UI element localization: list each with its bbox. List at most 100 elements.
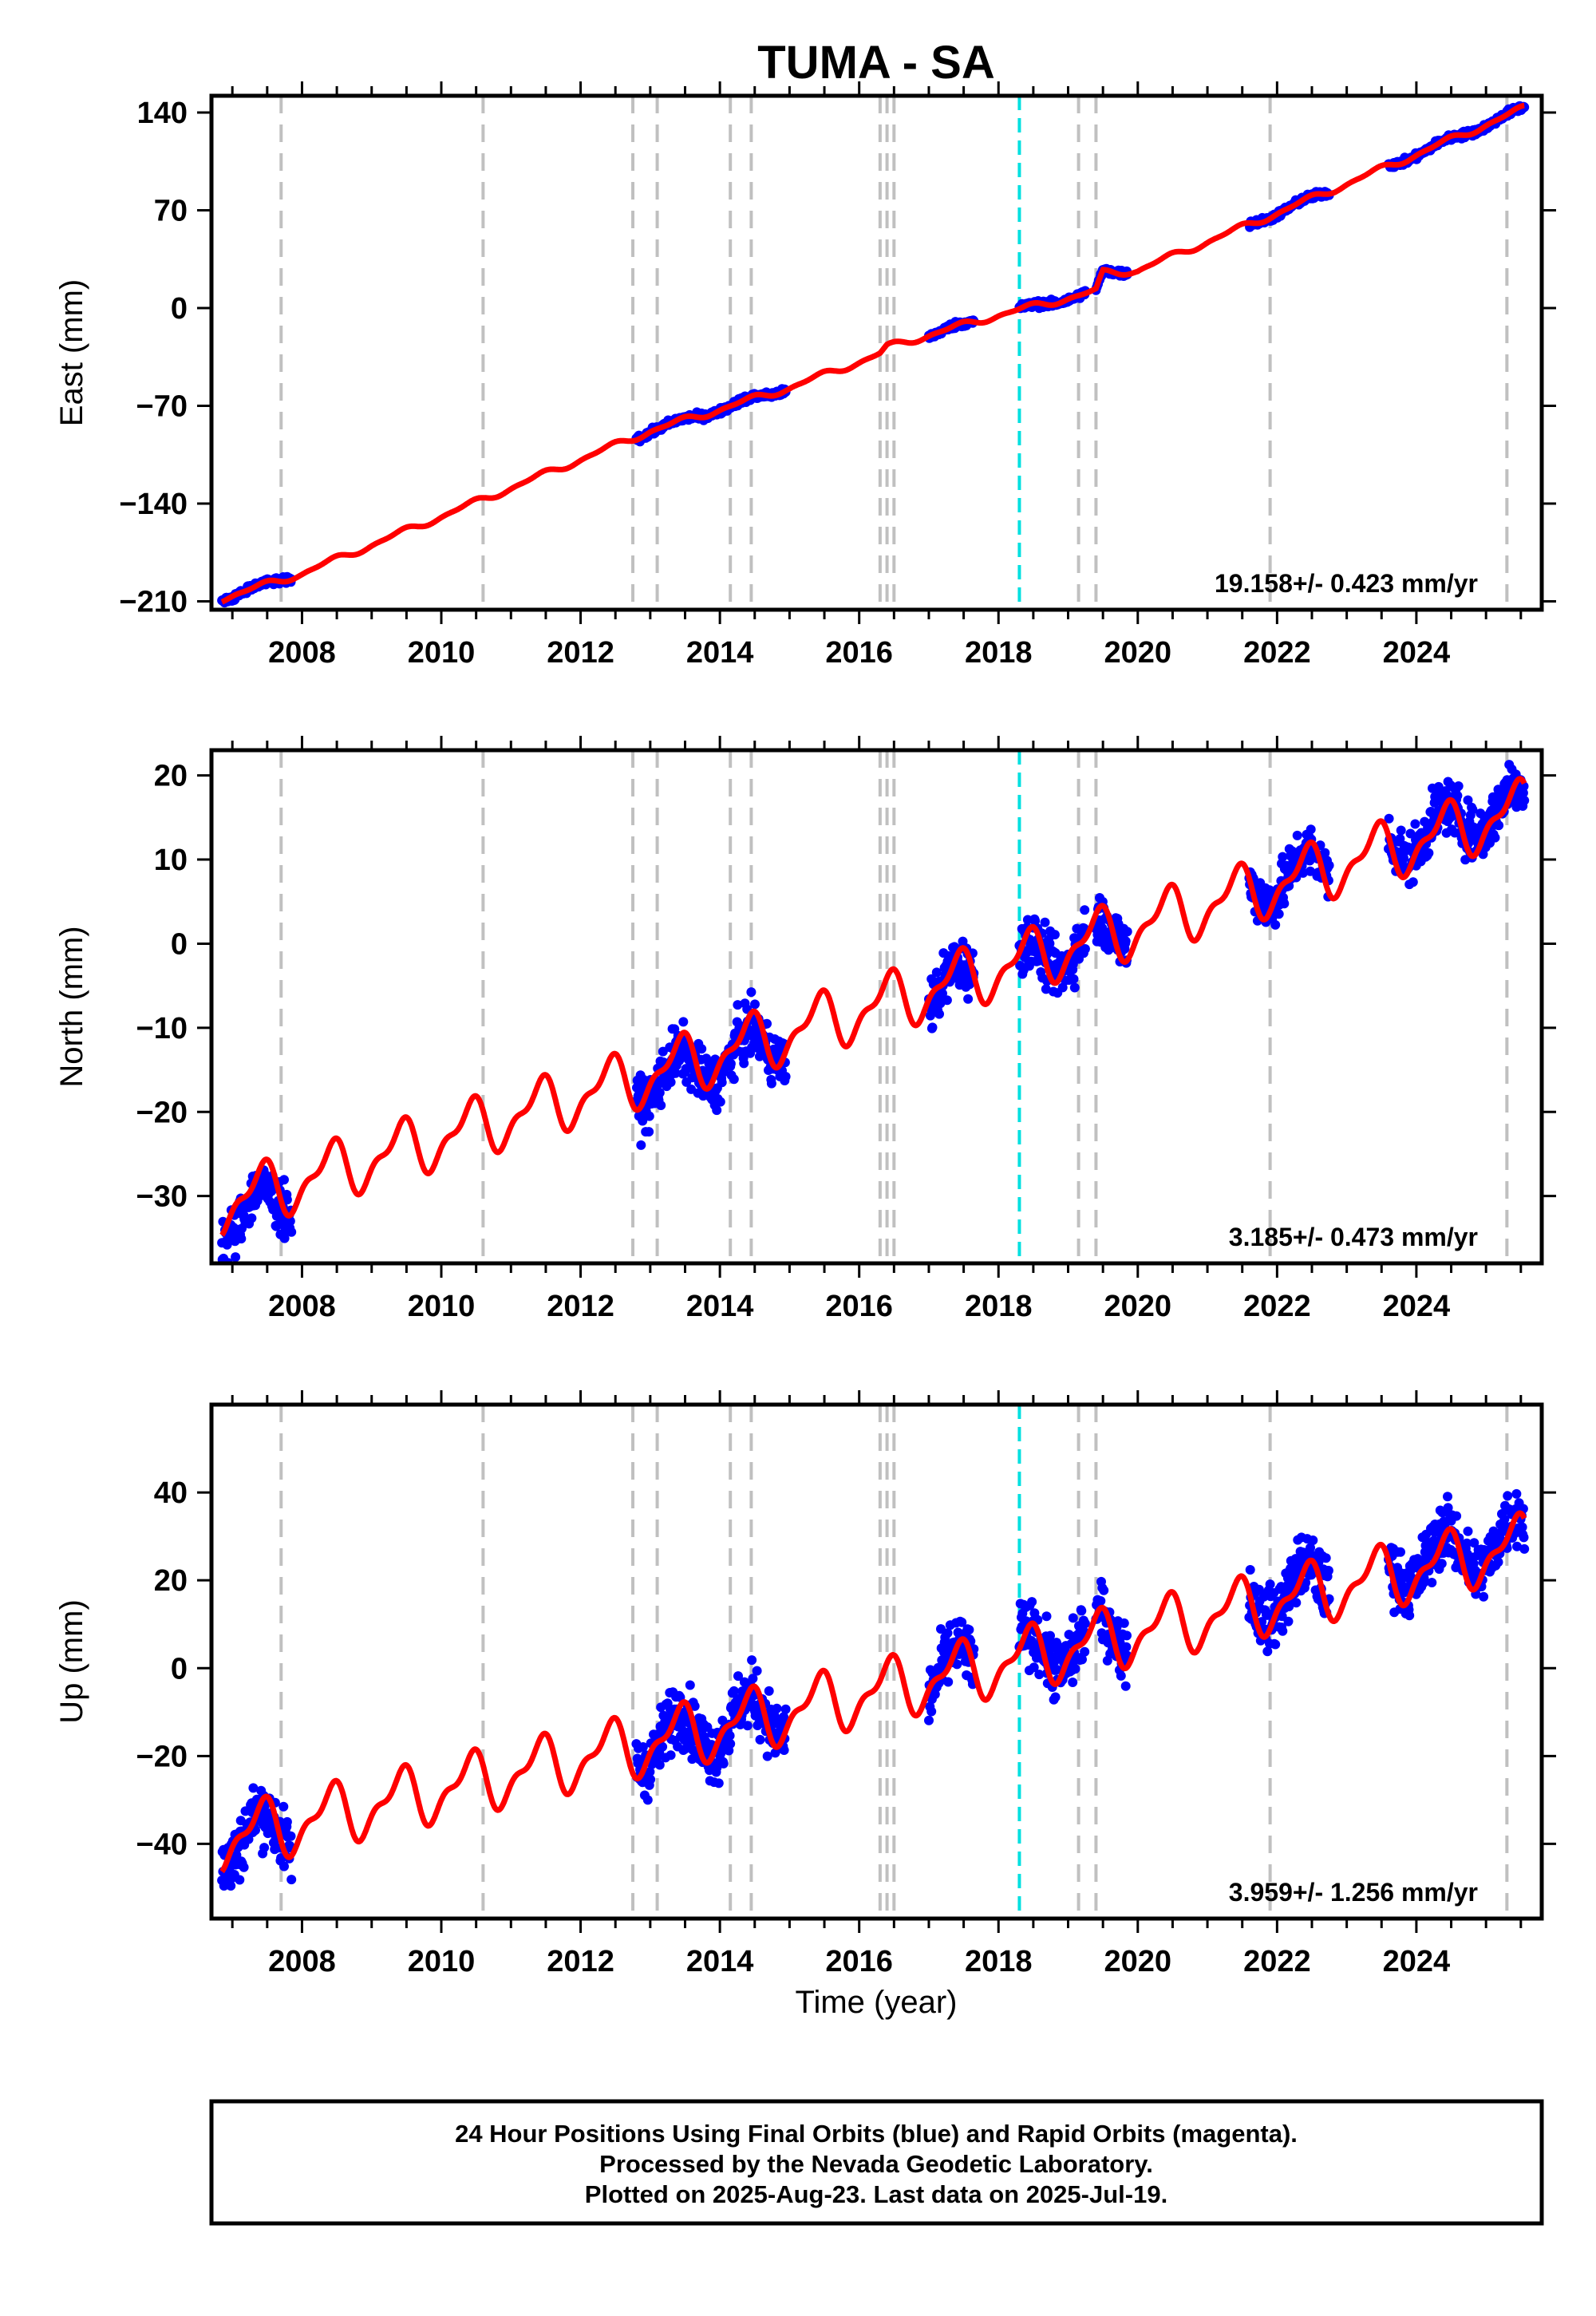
north-x-tick-label: 2012 (547, 1290, 614, 1323)
data-point (1120, 1681, 1131, 1691)
up-y-tick-label: 20 (154, 1564, 188, 1598)
east-x-tick-label: 2020 (1104, 636, 1172, 670)
data-point (247, 1213, 257, 1223)
data-point (764, 1686, 774, 1696)
data-point (1291, 1598, 1302, 1608)
data-point (638, 1116, 648, 1126)
data-point (943, 1677, 954, 1687)
data-point (934, 1009, 944, 1019)
data-point (1070, 1664, 1080, 1674)
data-point (681, 1064, 691, 1074)
north-x-tick-label: 2018 (965, 1290, 1033, 1323)
data-point (1308, 1535, 1318, 1545)
data-point (1443, 1492, 1452, 1502)
data-point (1040, 917, 1050, 927)
north-x-tick-label: 2014 (686, 1290, 754, 1323)
data-point (1080, 944, 1090, 954)
data-point (1511, 1488, 1522, 1499)
data-point (239, 1862, 249, 1872)
data-point (1080, 905, 1090, 915)
data-point (638, 1742, 648, 1752)
data-point (1245, 1565, 1255, 1575)
data-point (279, 1801, 289, 1812)
data-point (1069, 974, 1079, 984)
data-point (1519, 796, 1530, 805)
data-point (666, 1077, 676, 1087)
data-point (1270, 1639, 1281, 1650)
east-y-tick-label: −140 (119, 488, 188, 521)
data-point (742, 1721, 753, 1731)
data-point (1493, 1557, 1503, 1567)
data-point (750, 999, 760, 1010)
up-y-tick-label: 0 (171, 1652, 188, 1686)
north-x-tick-label: 2024 (1383, 1290, 1451, 1323)
data-point (942, 995, 952, 1006)
data-point (666, 1750, 676, 1761)
data-point (1270, 919, 1281, 930)
data-point (1030, 915, 1041, 926)
data-point (1494, 820, 1504, 831)
data-point (670, 1068, 681, 1078)
data-point (1029, 1662, 1039, 1673)
data-point (952, 1659, 962, 1670)
data-point (772, 1703, 782, 1713)
data-point (717, 1077, 727, 1088)
north-rate-label: 3.185+/- 0.473 mm/yr (1229, 1223, 1478, 1251)
data-point (282, 1195, 292, 1205)
data-point (779, 1745, 789, 1755)
data-point (1262, 1646, 1273, 1657)
east-x-tick-label: 2022 (1243, 636, 1311, 670)
data-point (1080, 1618, 1090, 1629)
data-point (243, 1834, 254, 1844)
data-point (1453, 781, 1464, 791)
data-point (733, 1671, 743, 1682)
data-point (739, 1058, 749, 1069)
footer-line-1: 24 Hour Positions Using Final Orbits (bl… (455, 2120, 1298, 2148)
data-point (1292, 830, 1302, 840)
up-x-tick-label: 2020 (1104, 1945, 1172, 1978)
east-x-tick-label: 2010 (408, 636, 476, 670)
data-point (656, 1101, 666, 1110)
up-y-tick-label: −20 (136, 1740, 188, 1773)
data-point (1284, 1602, 1294, 1611)
data-point (1050, 1692, 1061, 1702)
east-y-tick-label: 0 (171, 292, 188, 326)
data-point (1265, 1579, 1275, 1590)
data-point (1027, 1597, 1037, 1607)
data-point (654, 1760, 665, 1770)
data-point (1041, 1611, 1052, 1622)
data-point (226, 1881, 236, 1891)
data-point (279, 1861, 289, 1871)
north-y-tick-label: −10 (136, 1012, 188, 1045)
east-y-tick-label: −70 (136, 390, 188, 424)
data-point (715, 1097, 725, 1107)
data-point (1041, 984, 1051, 994)
data-point (1452, 1511, 1462, 1521)
data-point (282, 1816, 292, 1827)
data-point (1408, 877, 1418, 887)
data-point (1436, 1559, 1447, 1569)
up-x-tick-label: 2024 (1383, 1945, 1451, 1978)
data-point (1120, 936, 1131, 947)
data-point (236, 1234, 247, 1244)
data-point (1323, 1566, 1333, 1575)
data-point (644, 1111, 654, 1121)
up-x-tick-label: 2022 (1243, 1945, 1311, 1978)
east-x-tick-label: 2024 (1383, 636, 1451, 670)
data-point (1052, 1665, 1062, 1675)
east-y-tick-label: 140 (137, 97, 188, 130)
east-plot-frame (209, 93, 1544, 612)
data-point (1278, 1626, 1288, 1636)
data-point (1399, 853, 1408, 864)
data-point (1463, 1526, 1473, 1536)
east-x-tick-label: 2012 (547, 636, 614, 670)
up-plot-frame (209, 1402, 1544, 1921)
data-point (685, 1680, 695, 1690)
east-x-tick-label: 2016 (825, 636, 893, 670)
data-point (747, 1655, 757, 1666)
up-x-tick-label: 2010 (408, 1945, 476, 1978)
data-point (654, 1088, 665, 1098)
east-y-tick-label: −210 (119, 586, 188, 619)
data-point (1427, 1578, 1437, 1587)
